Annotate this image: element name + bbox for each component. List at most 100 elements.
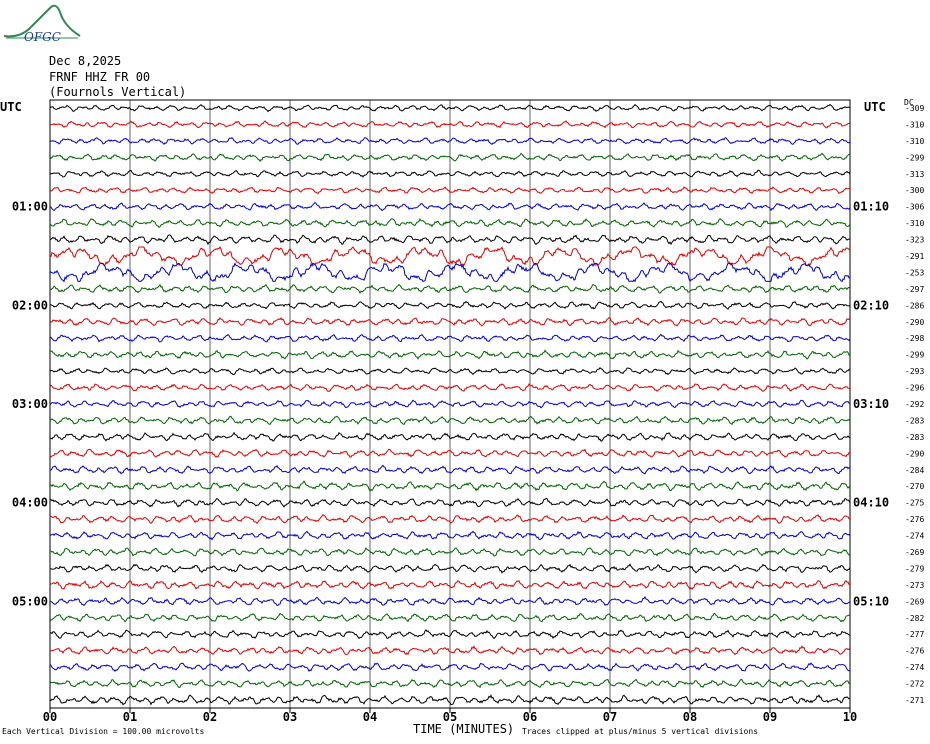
right-hour-label: 01:10	[853, 200, 889, 214]
dc-label: DC	[904, 98, 914, 107]
dc-offset-label: -310	[905, 219, 924, 228]
seismic-trace	[49, 448, 851, 458]
seismic-trace	[49, 367, 851, 376]
x-tick-label: 03	[283, 710, 297, 724]
dc-offset-label: -271	[905, 696, 924, 705]
dc-offset-label: -253	[905, 268, 924, 277]
right-hour-label: 02:10	[853, 298, 889, 312]
clip-note: Traces clipped at plus/minus 5 vertical …	[522, 727, 759, 736]
dc-offset-label: -291	[905, 252, 924, 261]
seismic-trace	[49, 399, 851, 409]
dc-offset-label: -306	[905, 203, 924, 212]
dc-offset-label: -299	[905, 153, 924, 162]
dc-offset-label: -286	[905, 301, 924, 310]
seismic-trace	[49, 480, 851, 492]
dc-offset-label: -299	[905, 351, 924, 360]
x-tick-label: 09	[763, 710, 777, 724]
x-tick-label: 01	[123, 710, 137, 724]
dc-offset-label: -298	[905, 334, 924, 343]
seismic-trace	[49, 431, 851, 442]
x-tick-label: 02	[203, 710, 217, 724]
dc-offset-label: -284	[905, 466, 924, 475]
dc-offset-label: -276	[905, 515, 924, 524]
seismic-trace	[49, 333, 851, 343]
dc-offset-label: -283	[905, 433, 924, 442]
seismic-trace	[49, 580, 851, 591]
dc-offset-label: -270	[905, 482, 924, 491]
seismic-trace	[49, 662, 851, 673]
seismic-trace	[49, 595, 851, 607]
seismic-trace	[49, 283, 851, 295]
seismic-trace	[49, 316, 851, 327]
chart-date: Dec 8,2025	[49, 54, 122, 68]
dc-offset-label: -279	[905, 564, 924, 573]
right-hour-label: 04:10	[853, 496, 889, 510]
dc-offset-label: -274	[905, 663, 924, 672]
x-tick-label: 04	[363, 710, 377, 724]
left-axis-label: UTC	[0, 100, 22, 114]
seismic-trace	[49, 678, 851, 689]
seismic-trace	[49, 234, 851, 246]
chart-station: FRNF HHZ FR 00	[49, 70, 151, 84]
right-hour-label: 05:10	[853, 594, 889, 608]
seismic-trace	[49, 245, 851, 266]
seismic-trace	[49, 497, 851, 508]
left-hour-label: 03:00	[12, 397, 48, 411]
seismic-trace	[49, 563, 851, 574]
seismic-trace	[49, 694, 851, 706]
seismic-trace	[49, 217, 851, 228]
seismic-trace	[49, 300, 851, 310]
x-axis-label: TIME (MINUTES)	[413, 722, 515, 736]
left-hour-label: 02:00	[12, 298, 48, 312]
scale-note: Each Vertical Division = 100.00 microvol…	[2, 727, 205, 736]
x-tick-label: 06	[523, 710, 537, 724]
dc-offset-label: -313	[905, 170, 924, 179]
x-tick-label: 05	[443, 710, 457, 724]
dc-offset-label: -275	[905, 499, 924, 508]
seismic-trace	[49, 514, 851, 525]
dc-offset-label: -300	[905, 186, 924, 195]
x-tick-label: 10	[843, 710, 857, 724]
dc-offset-label: -283	[905, 416, 924, 425]
seismic-trace	[49, 383, 851, 392]
seismic-trace	[49, 169, 851, 178]
left-hour-label: 04:00	[12, 496, 48, 510]
dc-offset-label: -310	[905, 120, 924, 129]
seismic-trace	[49, 464, 851, 475]
right-axis-label: UTC	[864, 100, 886, 114]
seismic-trace	[49, 547, 851, 557]
dc-offset-label: -282	[905, 614, 924, 623]
seismic-trace	[49, 612, 851, 623]
x-tick-label: 07	[603, 710, 617, 724]
x-tick-label: 08	[683, 710, 697, 724]
seismic-trace	[49, 136, 851, 145]
seismic-trace	[49, 186, 851, 195]
dc-offset-label: -269	[905, 597, 924, 606]
seismic-trace	[49, 645, 851, 656]
dc-offset-label: -296	[905, 384, 924, 393]
logo-text: OFGC	[24, 30, 61, 44]
dc-offset-label: -276	[905, 647, 924, 656]
dc-offset-label: -269	[905, 548, 924, 557]
left-hour-label: 05:00	[12, 594, 48, 608]
seismic-trace	[49, 262, 851, 283]
left-hour-label: 01:00	[12, 200, 48, 214]
dc-offset-label: -309	[905, 104, 924, 113]
seismic-trace	[49, 120, 851, 129]
seismic-trace	[49, 629, 851, 640]
seismic-trace	[49, 103, 851, 113]
dc-offset-label: -274	[905, 532, 924, 541]
right-hour-label: 03:10	[853, 397, 889, 411]
x-tick-label: 00	[43, 710, 57, 724]
seismic-trace	[49, 152, 851, 163]
chart-location: (Fournols Vertical)	[49, 85, 187, 99]
ofgc-logo-icon: OFGC	[3, 4, 81, 44]
dc-offset-label: -297	[905, 285, 924, 294]
dc-offset-label: -310	[905, 137, 924, 146]
seismic-trace	[49, 530, 851, 541]
dc-offset-label: -290	[905, 318, 924, 327]
seismic-trace	[49, 202, 851, 212]
dc-offset-label: -272	[905, 680, 924, 689]
seismic-trace	[49, 415, 851, 426]
